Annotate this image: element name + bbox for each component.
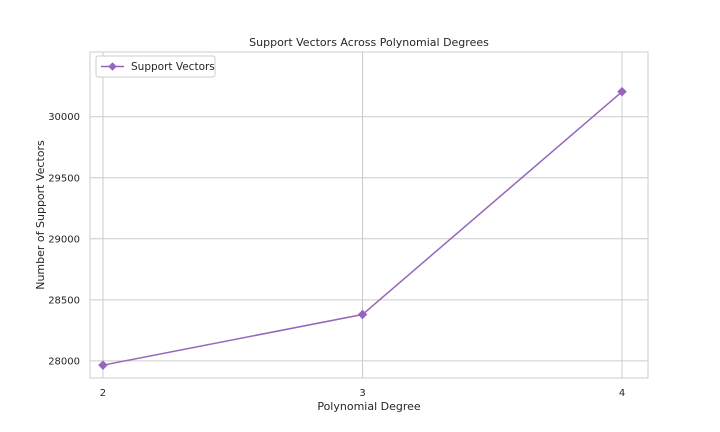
legend-box — [95, 55, 216, 78]
data-point-diamond — [98, 360, 108, 370]
x-tick-label: 4 — [619, 388, 625, 399]
y-tick-label: 30000 — [48, 112, 80, 123]
series-layer — [98, 86, 627, 370]
x-axis-label: Polynomial Degree — [317, 400, 421, 413]
x-tick-label: 3 — [359, 388, 365, 399]
tick-labels: 2 3 4 28000 28500 29000 29500 30000 — [48, 112, 625, 399]
legend: Support Vectors — [95, 55, 216, 78]
data-point-diamond — [357, 309, 368, 320]
gridlines — [90, 52, 648, 378]
plot-area-frame — [89, 51, 649, 379]
y-tick-label: 28000 — [48, 356, 80, 367]
y-axis-label: Number of Support Vectors — [34, 140, 47, 290]
data-point-diamond — [617, 86, 627, 97]
legend-diamond-marker — [108, 62, 117, 71]
x-tick-label: 2 — [100, 388, 106, 399]
chart-title: Support Vectors Across Polynomial Degree… — [249, 36, 489, 49]
legend-entry-support-vectors: Support Vectors — [131, 61, 215, 73]
y-tick-label: 29000 — [48, 234, 80, 245]
y-tick-label: 28500 — [48, 295, 80, 306]
y-tick-label: 29500 — [48, 173, 80, 184]
